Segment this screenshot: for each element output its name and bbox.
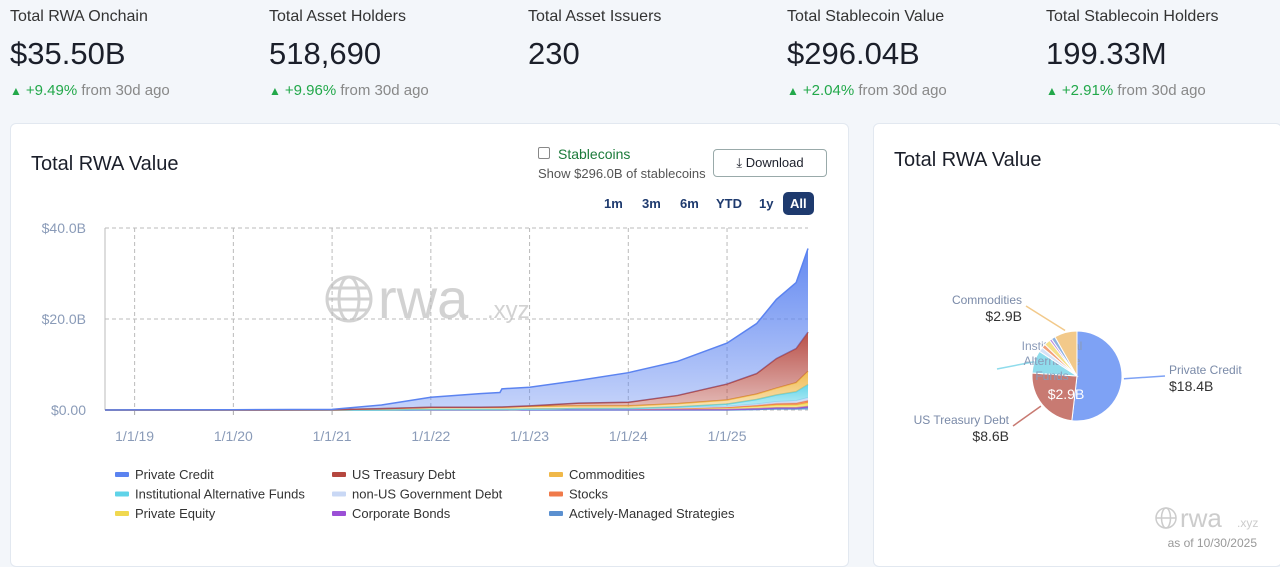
stat-value: 518,690 — [269, 36, 382, 71]
legend-label: Private Equity — [135, 506, 216, 521]
chart-panel — [10, 123, 849, 567]
change-suffix: from 30d ago — [858, 82, 947, 99]
legend-label: Private Credit — [135, 467, 214, 482]
pie-slice — [1054, 330, 1078, 378]
stat-label: Total Stablecoin Value — [787, 8, 945, 25]
stat-change: ▲ +2.04% from 30d ago — [787, 82, 1037, 99]
legend-label: US Treasury Debt — [352, 467, 456, 482]
watermark-suffix: .xyz — [487, 297, 530, 324]
pie-label: Private Credit — [1169, 363, 1242, 377]
up-arrow: ▲ — [10, 84, 22, 98]
pie-slice — [1031, 372, 1078, 422]
pie-value: $18.4B — [1169, 378, 1213, 394]
pie-label: US Treasury Debt — [914, 413, 1010, 427]
watermark-globe-small — [1155, 507, 1177, 529]
y-tick-label: $20.0B — [42, 311, 86, 327]
range-button[interactable]: YTD — [716, 196, 742, 211]
chart-title: Total RWA Value — [31, 153, 178, 175]
y-tick-label: $40.0B — [42, 220, 86, 236]
x-tick-label: 1/1/19 — [115, 428, 154, 444]
legend-swatch — [332, 472, 346, 477]
pie-value: $8.6B — [972, 428, 1009, 444]
range-button[interactable]: 3m — [642, 196, 661, 211]
watermark-small-suffix: .xyz — [1237, 516, 1258, 530]
legend-swatch — [549, 491, 563, 497]
stat-label: Total Asset Issuers — [528, 8, 662, 25]
x-tick-label: 1/1/23 — [510, 428, 549, 444]
stat-value: $296.04B — [787, 36, 920, 71]
watermark-globe — [325, 275, 373, 323]
x-tick-label: 1/1/20 — [214, 428, 253, 444]
watermark: rwa — [378, 267, 469, 330]
change-value: +9.49% — [25, 82, 78, 99]
watermark-small: rwa — [1180, 503, 1222, 533]
legend-swatch — [549, 472, 563, 477]
range-button[interactable]: 1m — [604, 196, 623, 211]
leader-line — [996, 360, 1035, 370]
range-button[interactable]: 1y — [759, 196, 774, 211]
change-suffix: from 30d ago — [340, 82, 429, 99]
leader-line — [1025, 305, 1066, 332]
legend-swatch — [332, 511, 346, 516]
stat-card: Total Stablecoin Value $296.04B ▲ +2.04% fr… — [787, 8, 1037, 99]
legend-label: Corporate Bonds — [352, 506, 451, 521]
as-of: as of 10/30/2025 — [1168, 536, 1258, 550]
download-label: Download — [745, 155, 804, 170]
legend-swatch — [549, 511, 563, 516]
change-value: +2.91% — [1061, 82, 1114, 99]
stat-card: Total RWA Onchain $35.50B ▲ +9.49% from 30d… — [10, 8, 260, 99]
area-edge — [104, 248, 809, 411]
legend-label: Commodities — [569, 467, 645, 482]
pie-label: Commodities — [952, 293, 1022, 307]
x-tick-label: 1/1/25 — [708, 428, 747, 444]
x-tick-label: 1/1/22 — [411, 428, 450, 444]
range-button[interactable]: 6m — [680, 196, 699, 211]
change-suffix: from 30d ago — [81, 82, 170, 99]
legend-label: Stocks — [569, 487, 609, 502]
leader-line — [1012, 405, 1042, 427]
legend-swatch — [115, 472, 129, 477]
up-arrow: ▲ — [1046, 84, 1058, 98]
pie-value: $2.9B — [1048, 386, 1085, 402]
change-value: +9.96% — [284, 82, 337, 99]
pie-slice — [1071, 330, 1123, 422]
legend-label: Institutional Alternative Funds — [135, 487, 305, 502]
change-value: +2.04% — [802, 82, 855, 99]
stat-label: Total Stablecoin Holders — [1046, 8, 1219, 25]
stat-value: 199.33M — [1046, 36, 1167, 71]
stablecoin-toggle[interactable]: Stablecoins — [538, 146, 630, 162]
stat-change: ▲ +9.49% from 30d ago — [10, 82, 260, 99]
change-suffix: from 30d ago — [1117, 82, 1206, 99]
toggle-label: Stablecoins — [558, 146, 631, 162]
pie-value: $2.9B — [985, 308, 1022, 324]
toggle-note: Show $296.0B of stablecoins — [538, 166, 706, 181]
x-tick-label: 1/1/24 — [609, 428, 648, 444]
leader-line — [1123, 375, 1166, 380]
stat-card: Total Asset Issuers 230 — [528, 8, 778, 72]
stat-label: Total Asset Holders — [269, 8, 406, 25]
stat-label: Total RWA Onchain — [10, 8, 148, 25]
legend-label: non-US Government Debt — [352, 487, 503, 502]
stat-card: Total Stablecoin Holders 199.33M ▲ +2.91% f… — [1046, 8, 1280, 99]
stat-value: 230 — [528, 36, 580, 71]
stat-value: $35.50B — [10, 36, 126, 71]
download-button[interactable]: ⤓ Download — [713, 149, 827, 177]
legend-swatch — [332, 491, 346, 497]
stat-change: ▲ +9.96% from 30d ago — [269, 82, 519, 99]
up-arrow: ▲ — [787, 84, 799, 98]
legend-swatch — [115, 511, 129, 516]
legend-label: Actively-Managed Strategies — [569, 506, 735, 521]
range-button[interactable]: All — [783, 192, 814, 215]
pie-title: Total RWA Value — [894, 149, 1041, 171]
stat-change: ▲ +2.91% from 30d ago — [1046, 82, 1280, 99]
legend-swatch — [115, 491, 129, 497]
y-tick-label: $0.00 — [51, 402, 86, 418]
up-arrow: ▲ — [269, 84, 281, 98]
stat-card: Total Asset Holders 518,690 ▲ +9.96% from 3… — [269, 8, 519, 99]
x-tick-label: 1/1/21 — [313, 428, 352, 444]
